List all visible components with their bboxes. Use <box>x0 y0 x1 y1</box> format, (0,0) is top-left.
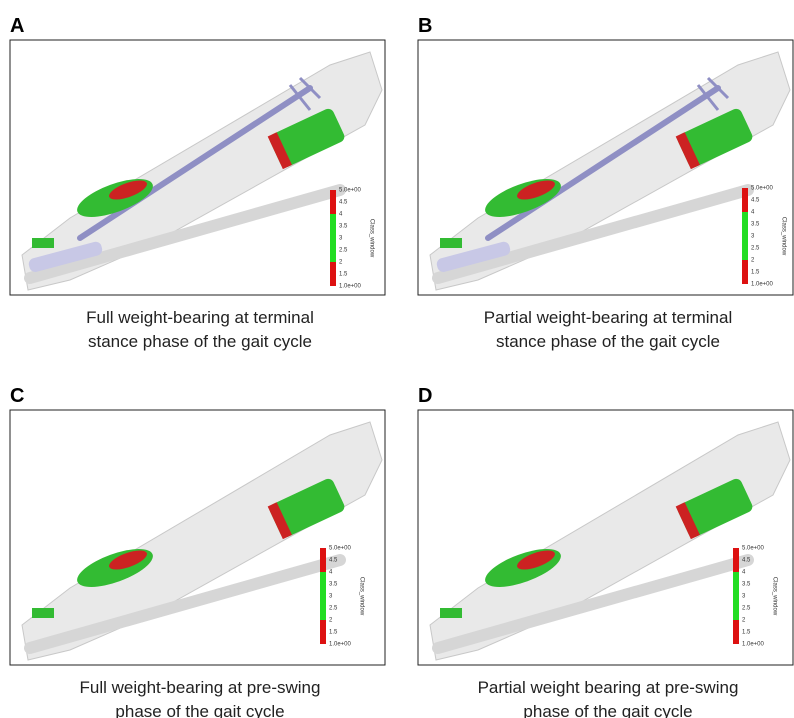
rod <box>485 85 721 241</box>
colorbar-mid <box>733 572 739 620</box>
colorbar-label: 5.0e+00 <box>742 546 765 552</box>
colorbar-label: 1.5 <box>329 630 338 636</box>
colorbar-mid <box>330 214 336 262</box>
ankle-block <box>440 608 462 618</box>
panel-image: 5.0e+00 4.5 4 3.5 3 2.5 2 1.5 1.0e+00 Class_windo… <box>417 409 794 666</box>
panel-letter: B <box>418 15 432 37</box>
proximal-edge <box>267 132 292 170</box>
colorbar-title: Class_window <box>771 577 777 616</box>
colorbar-label: 2.5 <box>329 606 338 612</box>
colorbar-bottom <box>330 262 336 286</box>
colorbar-label: 3 <box>329 594 333 600</box>
panel-letter: C <box>10 385 24 407</box>
distal-hotspot <box>109 550 147 570</box>
colorbar-label: 3 <box>742 594 746 600</box>
colorbar-label: 3 <box>339 236 343 242</box>
colorbar-label: 5.0e+00 <box>339 188 362 194</box>
caption: phase of the gait cycle <box>115 702 284 718</box>
colorbar-label: 2.5 <box>751 246 760 252</box>
panel-letter: A <box>10 15 24 37</box>
proximal-edge <box>675 132 700 170</box>
colorbar-label: 4.5 <box>742 558 751 564</box>
colorbar-label: 3.5 <box>751 222 760 228</box>
caption: Partial weight-bearing at terminal <box>484 308 733 327</box>
fibula <box>24 184 346 284</box>
colorbar-label: 3.5 <box>339 224 348 230</box>
panel-image: 5.0e+00 4.5 4 3.5 3 2.5 2 1.5 1.0e+00 Class_windo… <box>417 39 794 296</box>
colorbar-title: Class_window <box>368 219 374 258</box>
caption: Partial weight bearing at pre-swing <box>478 678 739 697</box>
colorbar-top <box>742 188 748 212</box>
screw <box>288 76 322 111</box>
colorbar-title: Class_window <box>780 217 786 256</box>
colorbar-mid <box>320 572 326 620</box>
caption: Full weight-bearing at pre-swing <box>80 678 321 697</box>
colorbar-label: 4 <box>339 212 343 218</box>
colorbar-top <box>320 548 326 572</box>
colorbar-title: Class_window <box>358 577 364 616</box>
tibia <box>21 421 383 661</box>
colorbar-label: 2 <box>339 260 343 266</box>
colorbar-top <box>733 548 739 572</box>
colorbar-label: 1.0e+00 <box>339 284 362 290</box>
proximal-block <box>269 108 345 168</box>
proximal-block <box>677 108 753 168</box>
colorbar-label: 1.0e+00 <box>751 282 774 288</box>
colorbar-label: 2 <box>751 258 755 264</box>
colorbar-label: 4.5 <box>329 558 338 564</box>
colorbar-label: 1.5 <box>742 630 751 636</box>
proximal-edge <box>267 502 292 540</box>
colorbar-bottom <box>733 620 739 644</box>
screw <box>696 76 730 111</box>
proximal-block <box>677 478 753 538</box>
colorbar-bottom <box>320 620 326 644</box>
distal-hotspot <box>109 180 147 200</box>
colorbar-label: 1.0e+00 <box>329 642 352 648</box>
ankle-block <box>32 238 54 248</box>
colorbar-label: 1.0e+00 <box>742 642 765 648</box>
tibia <box>21 51 383 291</box>
colorbar-label: 2.5 <box>742 606 751 612</box>
fibula <box>432 184 754 284</box>
colorbar-label: 2 <box>742 618 746 624</box>
distal-plate <box>28 241 103 272</box>
colorbar-label: 3.5 <box>742 582 751 588</box>
panel-letter: D <box>418 385 432 407</box>
caption: stance phase of the gait cycle <box>496 332 720 351</box>
proximal-edge <box>675 502 700 540</box>
tibia <box>429 51 791 291</box>
colorbar-mid <box>742 212 748 260</box>
fibula <box>432 554 754 654</box>
colorbar-label: 4 <box>329 570 333 576</box>
caption: stance phase of the gait cycle <box>88 332 312 351</box>
panel-image: 5.0e+00 4.5 4 3.5 3 2.5 2 1.5 1.0e+00 Class_windo… <box>9 409 386 666</box>
caption: phase of the gait cycle <box>523 702 692 718</box>
distal-hotspot <box>517 180 555 200</box>
fibula <box>24 554 346 654</box>
colorbar-top <box>330 190 336 214</box>
ankle-block <box>440 238 462 248</box>
colorbar-label: 1.5 <box>751 270 760 276</box>
distal-plate <box>436 241 511 272</box>
caption: Full weight-bearing at terminal <box>86 308 314 327</box>
ankle-block <box>32 608 54 618</box>
distal-hotspot <box>517 550 555 570</box>
colorbar-label: 4 <box>751 210 755 216</box>
colorbar-label: 4.5 <box>339 200 348 206</box>
colorbar-label: 4 <box>742 570 746 576</box>
colorbar-label: 2 <box>329 618 333 624</box>
colorbar-label: 5.0e+00 <box>751 186 774 192</box>
colorbar-label: 3 <box>751 234 755 240</box>
colorbar-label: 1.5 <box>339 272 348 278</box>
colorbar-label: 4.5 <box>751 198 760 204</box>
tibia <box>429 421 791 661</box>
proximal-block <box>269 478 345 538</box>
panel-image: 5.0e+00 4.5 4 3.5 3 2.5 2 1.5 1.0e+00 Class_windo… <box>9 39 386 296</box>
colorbar-label: 3.5 <box>329 582 338 588</box>
colorbar-label: 5.0e+00 <box>329 546 352 552</box>
colorbar-label: 2.5 <box>339 248 348 254</box>
rod <box>77 85 313 241</box>
colorbar-bottom <box>742 260 748 284</box>
